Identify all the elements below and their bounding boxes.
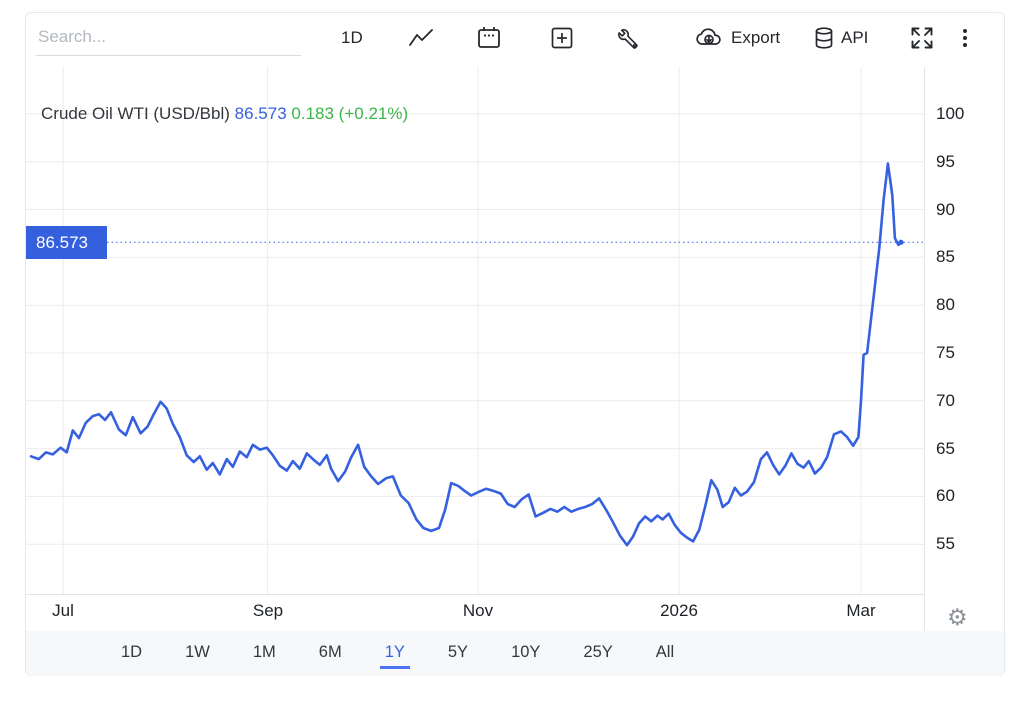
y-tick-label: 90 bbox=[936, 200, 955, 219]
date-range-button[interactable] bbox=[476, 25, 502, 51]
y-axis-line bbox=[924, 67, 925, 631]
range-tab-25y[interactable]: 25Y bbox=[583, 642, 613, 661]
y-tick-label: 100 bbox=[936, 104, 965, 123]
range-tab-all[interactable]: All bbox=[655, 642, 675, 661]
search-input[interactable] bbox=[36, 23, 301, 56]
price-chart-canvas[interactable] bbox=[26, 67, 924, 594]
api-label: API bbox=[841, 28, 869, 47]
range-tab-6m[interactable]: 6M bbox=[318, 642, 342, 661]
interval-dropdown[interactable]: 1D bbox=[341, 25, 363, 51]
search-field-wrap bbox=[36, 23, 301, 56]
last-price-badge: 86.573 bbox=[26, 226, 107, 259]
compare-add-button[interactable] bbox=[550, 25, 574, 51]
last-price-marker bbox=[898, 239, 904, 245]
y-tick-label: 65 bbox=[936, 439, 955, 458]
fullscreen-icon bbox=[909, 25, 935, 51]
range-tab-10y[interactable]: 10Y bbox=[511, 642, 541, 661]
more-menu-button[interactable] bbox=[962, 25, 968, 51]
x-axis: Jul Sep Nov 2026 Mar bbox=[26, 601, 924, 627]
toolbar: 1D bbox=[26, 13, 1004, 61]
range-tab-1w[interactable]: 1W bbox=[185, 642, 210, 661]
chart-card: 1D bbox=[25, 12, 1005, 676]
x-tick-label: Jul bbox=[52, 601, 74, 620]
line-chart-icon bbox=[407, 27, 435, 49]
calendar-icon bbox=[476, 25, 502, 51]
export-label: Export bbox=[731, 28, 781, 47]
instrument-price: 86.573 bbox=[234, 104, 287, 123]
y-tick-label: 60 bbox=[936, 486, 955, 505]
x-tick-label: 2026 bbox=[660, 601, 698, 620]
range-tab-1m[interactable]: 1M bbox=[252, 642, 276, 661]
instrument-change: 0.183 (+0.21%) bbox=[291, 104, 409, 123]
database-icon bbox=[814, 26, 834, 50]
y-tick-label: 55 bbox=[936, 534, 955, 553]
vertical-dots-icon bbox=[962, 26, 968, 50]
plus-square-icon bbox=[550, 26, 574, 50]
instrument-name: Crude Oil WTI (USD/Bbl) bbox=[41, 104, 230, 123]
y-tick-label: 95 bbox=[936, 152, 955, 171]
y-tick-label: 75 bbox=[936, 343, 955, 362]
range-tabs-bar: 1D 1W 1M 6M 1Y 5Y 10Y 25Y All bbox=[26, 631, 1004, 676]
settings-tools-button[interactable] bbox=[615, 25, 639, 51]
x-axis-line bbox=[26, 594, 924, 595]
instrument-header: Crude Oil WTI (USD/Bbl) 86.573 0.183 (+0… bbox=[41, 104, 408, 124]
y-tick-label: 80 bbox=[936, 295, 955, 314]
x-tick-label: Mar bbox=[846, 601, 876, 620]
chart-settings-gear-icon[interactable]: ⚙ bbox=[947, 605, 968, 631]
x-tick-label: Sep bbox=[252, 601, 284, 620]
export-button[interactable]: Export bbox=[694, 25, 780, 51]
y-tick-label: 70 bbox=[936, 391, 955, 410]
y-axis: 100 95 90 85 80 75 70 65 60 55 bbox=[924, 13, 1006, 643]
range-tab-1y[interactable]: 1Y bbox=[379, 639, 410, 669]
range-tab-5y[interactable]: 5Y bbox=[447, 642, 469, 661]
interval-label: 1D bbox=[341, 28, 363, 47]
wrench-icon bbox=[615, 26, 639, 50]
price-line-series bbox=[29, 162, 903, 547]
y-tick-label: 85 bbox=[936, 247, 955, 266]
api-button[interactable]: API bbox=[814, 25, 868, 51]
range-tab-1d[interactable]: 1D bbox=[121, 642, 143, 661]
cloud-download-icon bbox=[694, 26, 724, 50]
fullscreen-button[interactable] bbox=[909, 25, 935, 51]
chart-type-button[interactable] bbox=[407, 25, 435, 51]
x-tick-label: Nov bbox=[462, 601, 494, 620]
